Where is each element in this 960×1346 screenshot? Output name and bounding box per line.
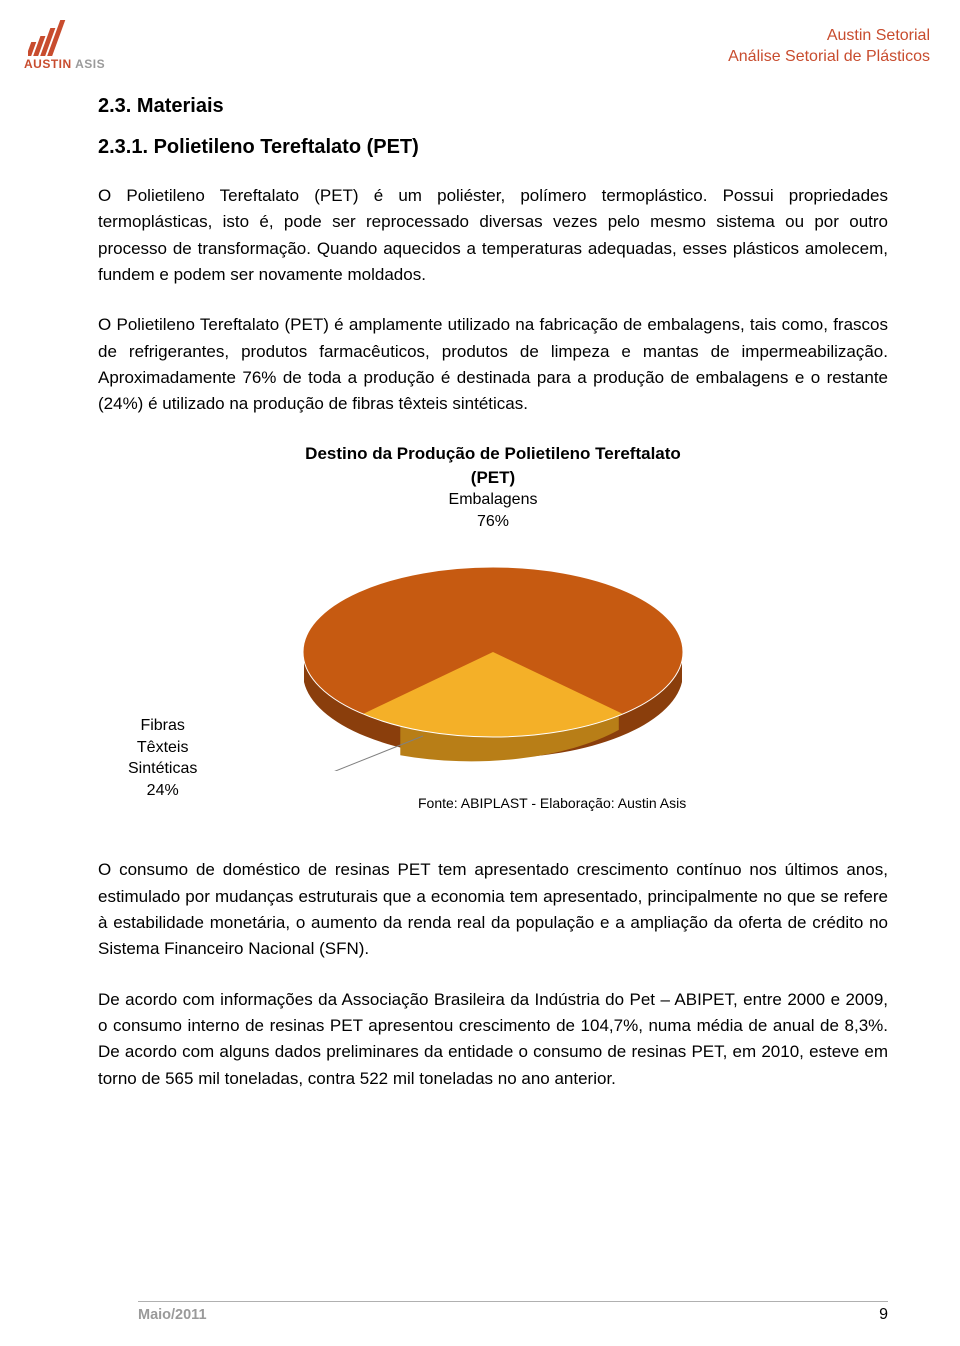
logo-text-sub: ASIS [75,57,105,71]
page-header: AUSTIN ASIS Austin Setorial Análise Seto… [20,18,930,78]
paragraph-3: O consumo de doméstico de resinas PET te… [98,857,888,962]
chart-title-line2: (PET) [471,468,515,487]
pie-svg [263,551,723,771]
page-content: 2.3. Materiais 2.3.1. Polietileno Tereft… [98,95,888,1116]
page-footer: Maio/2011 9 [138,1301,888,1324]
header-right-line1: Austin Setorial [728,26,930,47]
slice1-label-line1: Embalagens [449,491,538,508]
footer-date: Maio/2011 [138,1307,207,1323]
chart-title: Destino da Produção de Polietileno Teref… [98,442,888,490]
footer-page-number: 9 [879,1306,888,1324]
heading-2: 2.3. Materiais [98,95,888,118]
chart-label-embalagens: Embalagens 76% [449,489,538,532]
chart-title-line1: Destino da Produção de Polietileno Teref… [305,444,681,463]
pie-chart: Embalagens 76% Fibras Têxteis Sintéticas [98,489,888,829]
heading-3: 2.3.1. Polietileno Tereftalato (PET) [98,136,888,159]
slice2-label-line2: Têxteis [137,739,189,756]
logo-bars-icon [28,18,76,56]
logo-text-main: AUSTIN [24,57,72,71]
slice2-label-line3: Sintéticas [128,760,197,777]
paragraph-4: De acordo com informações da Associação … [98,987,888,1092]
chart-source: Fonte: ABIPLAST - Elaboração: Austin Asi… [418,795,686,811]
paragraph-2: O Polietileno Tereftalato (PET) é amplam… [98,312,888,417]
chart-label-fibras: Fibras Têxteis Sintéticas 24% [128,715,197,801]
header-right-line2: Análise Setorial de Plásticos [728,47,930,68]
logo-text: AUSTIN ASIS [24,57,105,71]
header-right: Austin Setorial Análise Setorial de Plás… [728,26,930,68]
brand-logo: AUSTIN ASIS [20,18,150,73]
slice1-label-line2: 76% [477,513,509,530]
slice2-label-line1: Fibras [140,717,184,734]
paragraph-1: O Polietileno Tereftalato (PET) é um pol… [98,183,888,288]
slice2-label-line4: 24% [147,782,179,799]
